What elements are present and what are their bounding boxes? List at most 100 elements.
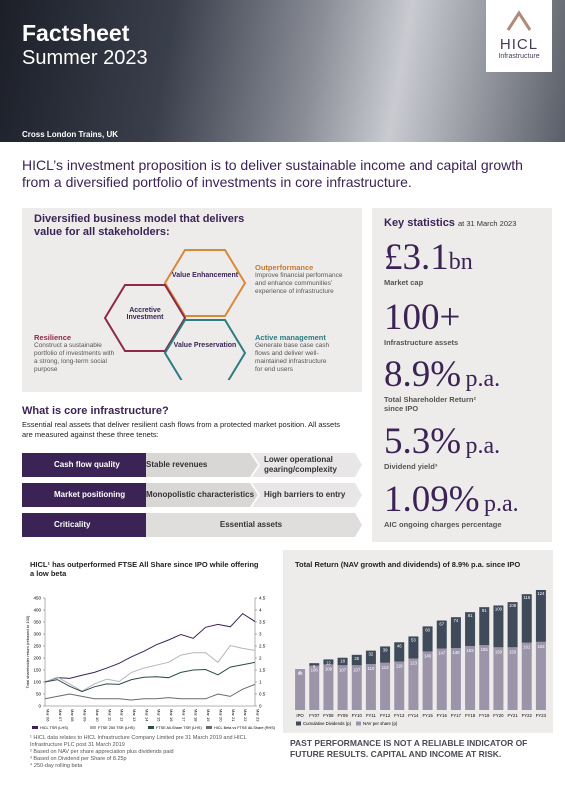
- data-label: 74: [454, 618, 459, 623]
- y-tick-label: 150: [33, 668, 41, 673]
- bar-segment: [450, 617, 461, 649]
- x-tick-label: Mar 15: [157, 709, 162, 722]
- legend-swatch: [206, 726, 212, 729]
- stat-unit: p.a.: [465, 366, 501, 392]
- data-label: 46: [397, 643, 402, 648]
- text-block: Resilience Construct a sustainable portfo…: [34, 334, 116, 374]
- legend-swatch: [90, 726, 96, 729]
- x-tick-label: Mar 22: [243, 709, 248, 722]
- bar-segment: [535, 641, 546, 710]
- data-label: 150: [509, 649, 517, 654]
- x-tick-label: Mar 11: [107, 709, 112, 722]
- tenet-chevrons: [28, 453, 362, 537]
- stats-panel: [372, 208, 552, 542]
- bar-segment: [422, 626, 433, 652]
- data-label: 155: [481, 647, 489, 652]
- y-tick-label: 100: [33, 680, 41, 685]
- data-label: 148: [452, 650, 460, 655]
- y2-tick-label: 0: [259, 704, 262, 709]
- bar-segment: [479, 645, 490, 710]
- x-tick-label: Mar 06: [46, 709, 51, 722]
- data-label: 106: [311, 668, 319, 673]
- bar-segment: [295, 669, 306, 710]
- data-label: 110: [367, 666, 374, 671]
- block-text: Generate base case cash flows and delive…: [255, 342, 330, 373]
- chevron: [252, 453, 362, 477]
- stat: 5.3% p.a. Dividend yield³: [384, 421, 549, 472]
- stat-value: 5.3%: [384, 421, 462, 462]
- bar-segment: [351, 654, 362, 666]
- bar-segment: [365, 664, 376, 710]
- bar-segment: [507, 602, 518, 648]
- stat: £3.1bn Market cap: [384, 238, 549, 288]
- tenet-cell: Monopolistic characteristics: [146, 490, 255, 499]
- x-tick-label: Mar 10: [95, 709, 100, 722]
- footnote: ¹ HICL data relates to HICL Infrastructu…: [30, 735, 247, 748]
- stat-label: Total Shareholder Return² since IPO: [384, 395, 476, 413]
- y2-tick-label: 3.5: [259, 620, 266, 625]
- tenet-label: Market positioning: [22, 483, 146, 507]
- bar-segment: [351, 665, 362, 710]
- hexagon: [163, 319, 247, 380]
- tenet-label: Cash flow quality: [22, 453, 146, 477]
- tenet-cell: Essential assets: [219, 520, 283, 529]
- data-label: 53: [411, 637, 416, 642]
- stat: 100+ Infrastructure assets: [384, 297, 549, 348]
- hexagon-label: Value Enhancement: [171, 272, 239, 279]
- chart-title: HICL¹ has outperformed FTSE All Share si…: [30, 560, 259, 578]
- stat-value: 100+: [384, 297, 461, 338]
- data-label: 123: [410, 661, 418, 666]
- charts: 05010015020025030035040045000.511.522.53…: [25, 550, 553, 733]
- y-tick-label: 400: [33, 608, 41, 613]
- series-line: [44, 683, 256, 701]
- stat-unit: p.a.: [465, 433, 501, 459]
- bar-segment: [521, 594, 532, 643]
- stat-unit: p.a.: [484, 491, 519, 517]
- bar-segment: [380, 646, 391, 663]
- data-label: 147: [438, 651, 446, 656]
- legend-swatch: [296, 721, 301, 726]
- y2-tick-label: 2: [259, 656, 262, 661]
- data-label: 32: [369, 652, 374, 657]
- block-text: Construct a sustainable portfolio of inv…: [34, 342, 115, 373]
- data-label: 107: [339, 667, 347, 672]
- tenet-label: Criticality: [22, 513, 146, 537]
- y2-tick-label: 0.5: [259, 692, 266, 697]
- y2-tick-label: 2.5: [259, 644, 266, 649]
- logo: HICL Infrastructure: [486, 0, 552, 72]
- y2-tick-label: 3: [259, 632, 262, 637]
- footnote: ³ Based on Dividend per Share of 8.25p: [30, 756, 127, 762]
- data-label: 67: [439, 622, 444, 627]
- x-tick-label: FY23: [536, 713, 547, 718]
- stat-label: AIC ongoing charges percentage: [384, 520, 502, 529]
- data-label: 107: [353, 667, 361, 672]
- bar-segment: [394, 661, 405, 710]
- logo-subtext: Infrastructure: [498, 53, 540, 60]
- x-tick-label: Mar 13: [132, 709, 137, 722]
- x-tick-label: Mar 07: [58, 709, 63, 722]
- stats-heading: Key statistics: [384, 217, 455, 229]
- bar-segment: [309, 665, 320, 710]
- data-label: 140: [424, 653, 432, 658]
- stat-value: 1.09%: [384, 479, 480, 520]
- photo-caption: Cross London Trains, UK: [22, 130, 119, 139]
- hero-image: [0, 0, 565, 142]
- chart-title: Total Return (NAV growth and dividends) …: [295, 560, 521, 569]
- bar-segment: [337, 657, 348, 666]
- bar-segment: [535, 590, 546, 642]
- x-tick-label: FY07: [309, 713, 320, 718]
- chevron: [252, 483, 362, 507]
- x-tick-label: Mar 18: [194, 709, 199, 722]
- hexagon-label: Value Preservation: [173, 342, 237, 349]
- y-tick-label: 0: [38, 704, 41, 709]
- bar-segment: [479, 607, 490, 646]
- bar-segment: [323, 664, 334, 710]
- x-tick-label: FY21: [507, 713, 518, 718]
- hexagon: [103, 284, 187, 352]
- x-tick-label: FY19: [479, 713, 490, 718]
- legend-label: HICL Beta vs FTSE All-Share (RHS): [214, 726, 276, 730]
- data-label: 163: [537, 644, 545, 649]
- data-label: 113: [382, 665, 389, 670]
- block-title: Active management: [255, 333, 326, 342]
- x-tick-label: FY09: [337, 713, 348, 718]
